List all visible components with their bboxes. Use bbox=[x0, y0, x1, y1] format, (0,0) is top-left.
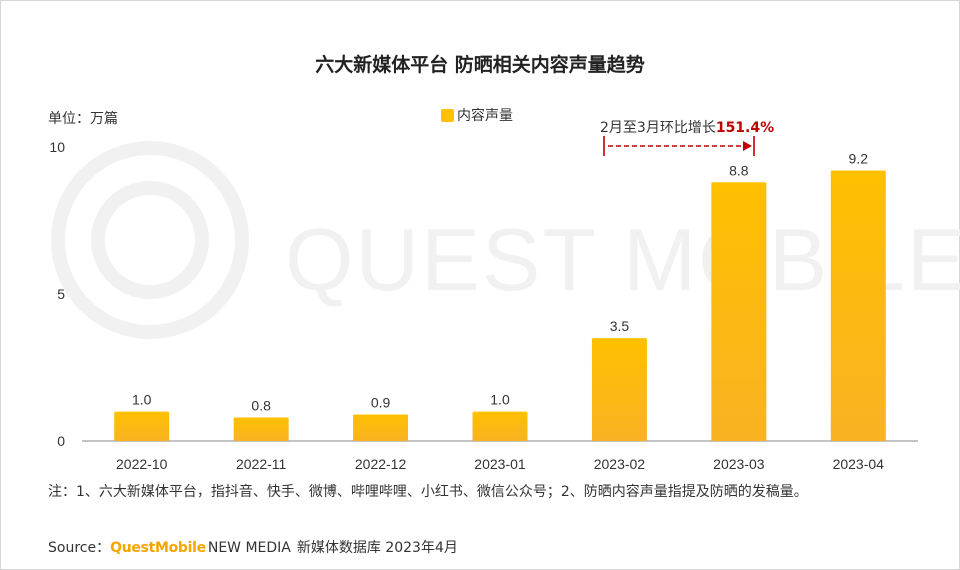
source-text: 新媒体数据库 2023年4月 bbox=[296, 540, 458, 556]
x-tick-label: 2022-11 bbox=[236, 456, 287, 472]
x-tick-label: 2023-04 bbox=[833, 456, 885, 472]
data-label: 1.0 bbox=[132, 392, 152, 408]
growth-annotation-text: 2月至3月环比增长 bbox=[600, 120, 716, 136]
data-label: 0.8 bbox=[251, 397, 271, 413]
footnote: 注：1、六大新媒体平台，指抖音、快手、微博、哔哩哔哩、小红书、微信公众号；2、防… bbox=[48, 484, 808, 500]
x-tick-label: 2022-10 bbox=[116, 456, 168, 472]
bar bbox=[472, 411, 528, 441]
x-tick-label: 2023-03 bbox=[713, 456, 765, 472]
growth-annotation: 2月至3月环比增长151.4% bbox=[600, 117, 774, 137]
growth-annotation-value: 151.4% bbox=[715, 120, 775, 136]
bar bbox=[233, 417, 289, 441]
bar bbox=[830, 170, 886, 441]
legend-swatch bbox=[441, 108, 454, 122]
y-tick-label: 10 bbox=[49, 139, 65, 155]
brand-tail: NEW MEDIA bbox=[207, 540, 291, 556]
source-label: Source： bbox=[48, 540, 111, 556]
data-label: 9.2 bbox=[849, 151, 869, 167]
chart-title: 六大新媒体平台 防晒相关内容声量趋势 bbox=[315, 54, 645, 76]
bar bbox=[591, 338, 647, 441]
data-label: 8.8 bbox=[729, 162, 749, 178]
legend: 内容声量 bbox=[441, 105, 513, 125]
x-tick-label: 2023-02 bbox=[594, 456, 646, 472]
x-tick-label: 2022-12 bbox=[355, 456, 407, 472]
annotation-arrow-head bbox=[743, 141, 752, 151]
data-label: 3.5 bbox=[610, 318, 630, 334]
legend-label: 内容声量 bbox=[457, 108, 513, 124]
unit-label: 单位：万篇 bbox=[48, 111, 118, 127]
y-tick-label: 0 bbox=[57, 433, 65, 449]
brand-logo: QuestMobile bbox=[110, 540, 206, 556]
data-label: 1.0 bbox=[490, 392, 510, 408]
bar bbox=[711, 182, 767, 441]
bar bbox=[114, 411, 170, 441]
bar bbox=[353, 414, 409, 441]
y-tick-label: 5 bbox=[57, 286, 65, 302]
source-line: Source： QuestMobile NEW MEDIA 新媒体数据库 202… bbox=[48, 537, 458, 557]
x-tick-label: 2023-01 bbox=[474, 456, 526, 472]
data-label: 0.9 bbox=[371, 395, 391, 411]
